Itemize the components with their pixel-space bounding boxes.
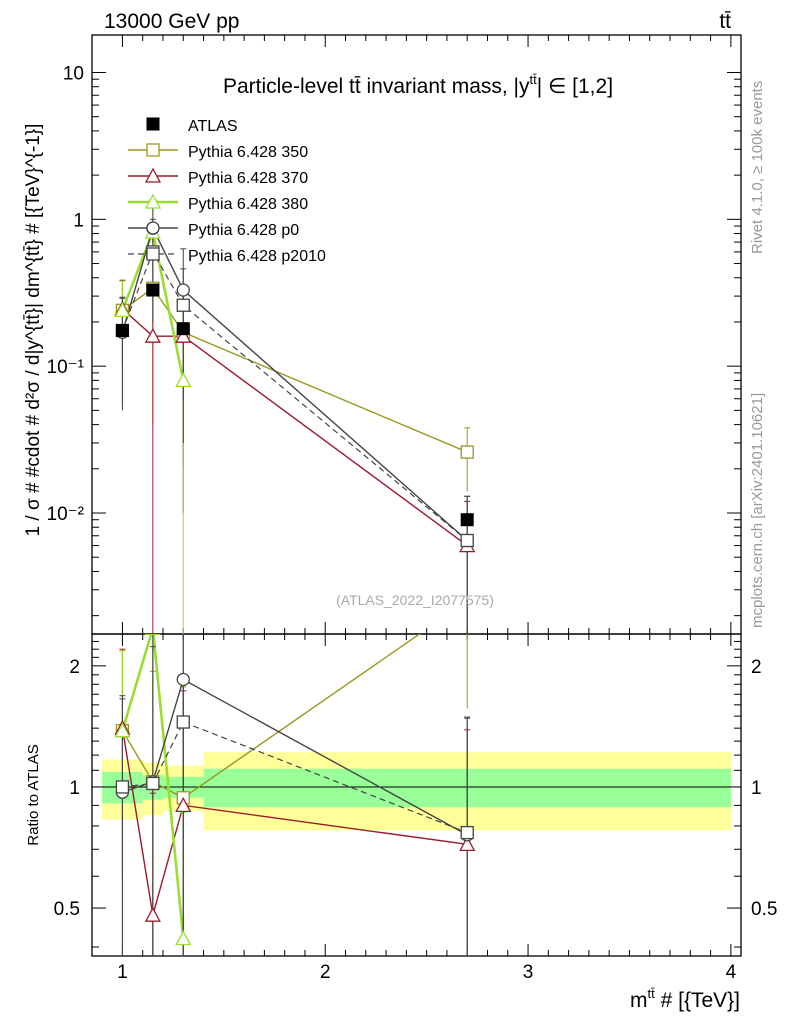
y-tick-label: 10⁻² (47, 504, 85, 525)
legend-entry-3: Pythia 6.428 p0 (128, 221, 299, 239)
legend-label-atlas: ATLAS (188, 118, 238, 135)
x-axis-label-main: m (630, 989, 648, 1012)
x-axis-label: mtt̄ # [{TeV}] (630, 986, 740, 1012)
side-text-top: Rivet 4.1.0, ≥ 100k events (749, 81, 766, 254)
legend-label-1: Pythia 6.428 370 (188, 170, 308, 187)
ratio-series-line-2 (121, 634, 185, 939)
ratio-series-point-1 (144, 906, 161, 922)
ratio-y-tick-label-right: 2 (751, 657, 762, 678)
ratio-lines-clip (119, 634, 471, 956)
legend-entry-2: Pythia 6.428 380 (128, 193, 308, 213)
series-line-3 (121, 226, 468, 542)
series-lines (119, 198, 471, 956)
ratio-y-tick-label-right: 0.5 (751, 899, 777, 920)
series-line-4 (121, 250, 468, 541)
series-point-4 (176, 298, 190, 312)
ratio-plot-frame (91, 633, 742, 957)
main-lines-clip (119, 198, 471, 634)
x-axis-label-sup: tt̄ (648, 986, 656, 1001)
ratio-y-tick-label-right: 1 (751, 778, 762, 799)
ratio-series-point-3 (176, 672, 190, 687)
header-right: tt̄ (719, 10, 731, 33)
series-point-2 (175, 372, 192, 388)
atlas-data-point (115, 323, 129, 337)
legend-marker-1 (144, 167, 162, 183)
ratio-points-clip (114, 634, 476, 946)
ratio-series-point-4 (146, 776, 160, 791)
chart-title-tail: | ∈ [1,2] (537, 75, 613, 98)
ratio-series-point-2 (144, 634, 161, 635)
ratio-y-tick-label: 2 (69, 657, 80, 678)
series-line-0 (122, 287, 468, 453)
ratio-series-point-2 (114, 722, 131, 738)
legend-marker-atlas (146, 117, 160, 131)
series-point-1 (175, 327, 192, 343)
x-tick-label: 3 (523, 962, 534, 983)
atlas-data-point (146, 283, 160, 297)
legend-label-2: Pythia 6.428 380 (188, 196, 308, 213)
ratio-series-point-4 (115, 780, 130, 794)
ratio-y-tick-label: 0.5 (54, 899, 80, 920)
ratio-series-line-3 (122, 678, 468, 836)
chart-title-sup: tt̄ (530, 72, 538, 87)
series-line-1 (121, 308, 468, 547)
ratio-series-point-4 (460, 825, 474, 840)
ratio-y-axis-label: Ratio to ATLAS (25, 744, 42, 845)
series-point-1 (144, 327, 161, 343)
legend-marker-3 (146, 221, 160, 235)
legend-entry-atlas: ATLAS (146, 117, 238, 135)
x-tick-label: 2 (320, 962, 331, 983)
legend: ATLAS Pythia 6.428 350 Pythia 6.428 370 Pyt… (128, 117, 326, 265)
ratio-series-line-4 (122, 721, 468, 834)
atlas-data-point (176, 322, 190, 336)
legend-label-0: Pythia 6.428 350 (188, 144, 308, 161)
side-text-bottom: mcplots.cern.ch [arXiv:2401.10621] (749, 393, 766, 628)
plot-frames (91, 34, 742, 957)
header-left: 13000 GeV pp (104, 10, 239, 33)
x-tick-label: 1 (117, 962, 128, 983)
legend-marker-4 (146, 247, 160, 261)
ratio-series-point-1 (459, 835, 476, 851)
legend-entry-1: Pythia 6.428 370 (128, 167, 308, 187)
series-points (114, 221, 476, 946)
legend-label-3: Pythia 6.428 p0 (188, 222, 299, 239)
watermark: (ATLAS_2022_I2077575) (336, 592, 494, 608)
legend-entry-4: Pythia 6.428 p2010 (128, 247, 326, 265)
series-point-2 (114, 301, 131, 317)
x-tick-label: 4 (726, 962, 737, 983)
y-tick-label: 10 (63, 63, 84, 84)
legend-marker-2 (144, 193, 162, 209)
ratio-series-line-1 (121, 728, 468, 916)
series-point-4 (460, 533, 474, 548)
legend-label-4: Pythia 6.428 p2010 (188, 248, 326, 265)
y-axis-label: 1 / σ # #cdot # d²σ / d|y^{tt̄}| dm^{tt̄… (23, 124, 44, 537)
legend-marker-0 (146, 143, 160, 157)
chart-title: Particle-level tt̄ invariant mass, |ytt̄… (223, 72, 613, 98)
ratio-series-point-4 (176, 715, 190, 729)
series-point-0 (460, 445, 474, 459)
main-points-clip (114, 221, 476, 553)
y-tick-label: 1 (73, 210, 84, 231)
axis-ticks: 1 2 3 4 10⁻² 10⁻¹ 1 10 0.5 0.5 1 1 2 2 (47, 35, 777, 983)
ratio-y-tick-label: 1 (69, 778, 80, 799)
chart-title-main: Particle-level tt̄ invariant mass, |y (223, 75, 530, 98)
y-tick-label: 10⁻¹ (47, 357, 85, 378)
x-axis-label-tail: # [{TeV}] (655, 989, 740, 1012)
ratio-series-point-2 (175, 930, 192, 946)
atlas-data-point (460, 513, 474, 527)
legend-entry-0: Pythia 6.428 350 (128, 143, 308, 161)
series-point-3 (176, 283, 190, 297)
ratio-series-point-1 (175, 796, 192, 813)
